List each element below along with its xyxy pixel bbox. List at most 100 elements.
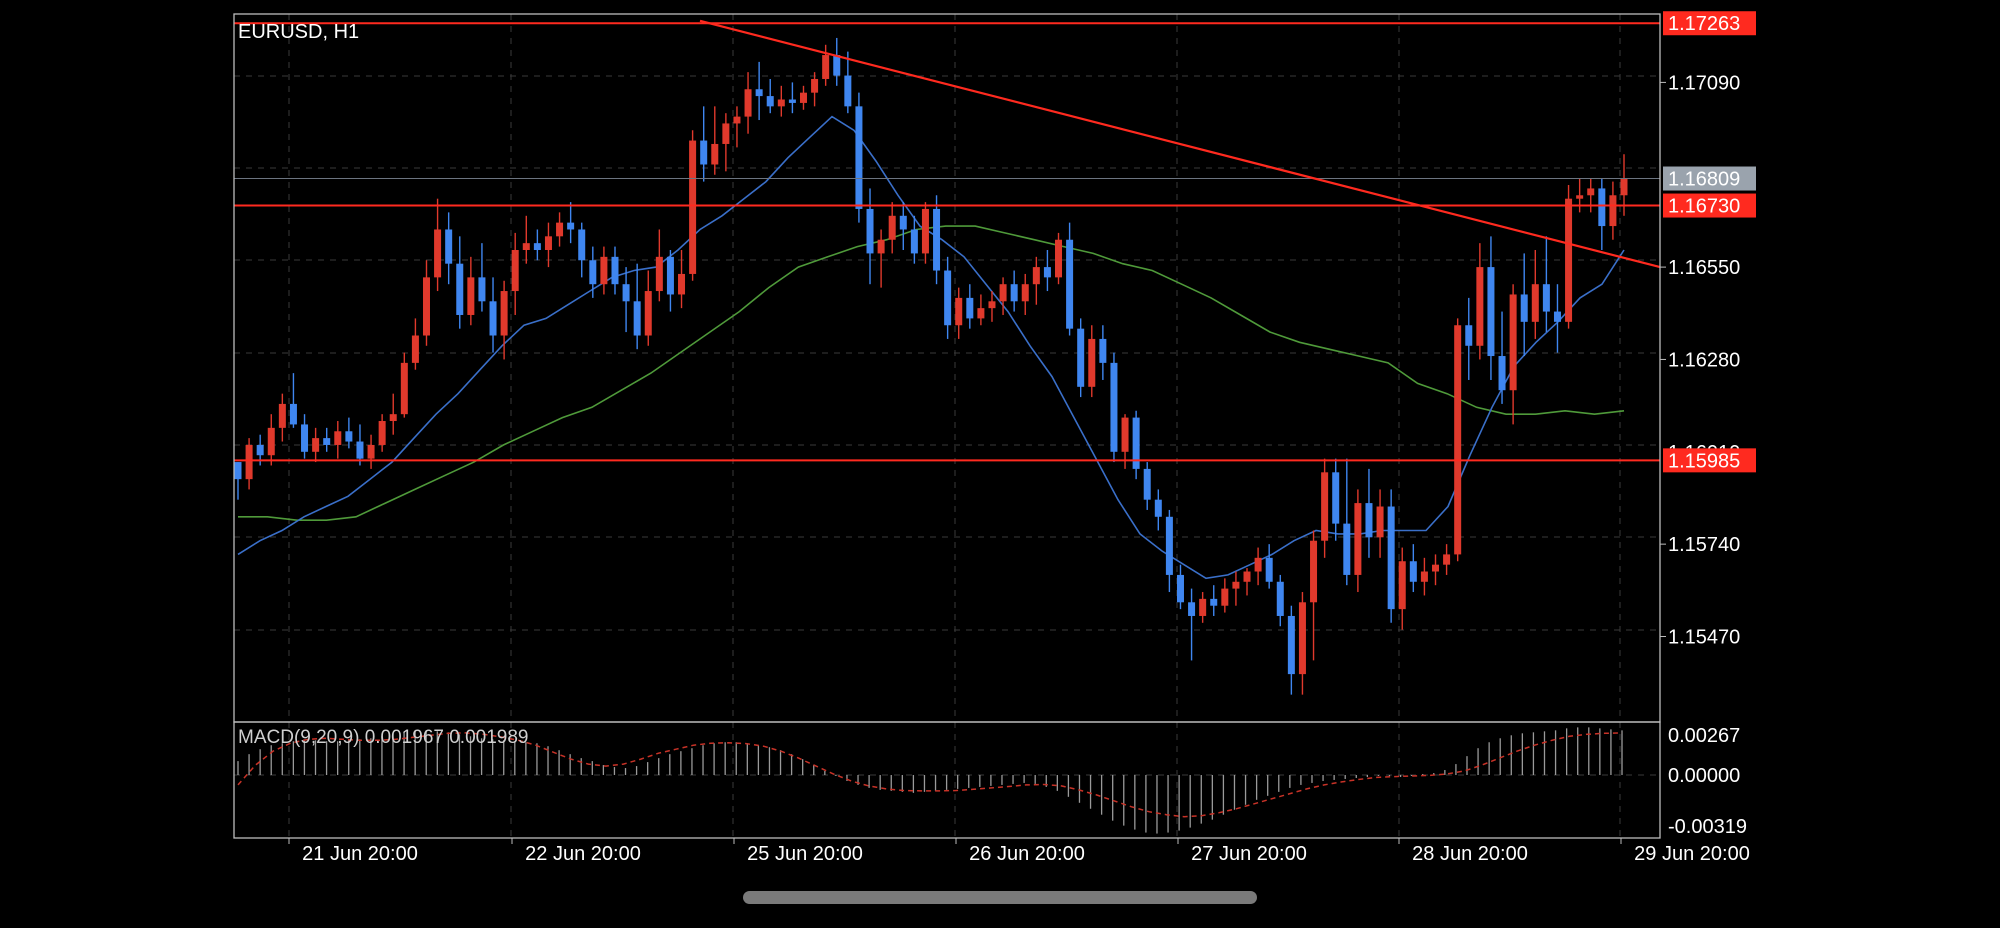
candle-body xyxy=(1454,325,1462,555)
candle-body xyxy=(921,208,929,254)
candle-body xyxy=(977,308,985,319)
candle-body xyxy=(345,431,353,442)
price-axis-tick-label: 1.16550 xyxy=(1668,257,1740,279)
candle-body xyxy=(1010,284,1018,302)
candle-body xyxy=(1121,417,1129,452)
candle-body xyxy=(533,243,541,250)
candle-body xyxy=(899,215,907,230)
candle-body xyxy=(1620,178,1628,196)
candle-body xyxy=(944,270,952,326)
candle-body xyxy=(1265,557,1273,582)
candle-body xyxy=(301,424,309,452)
candle-body xyxy=(1576,195,1584,199)
level-low-price-tag-background xyxy=(1663,448,1756,473)
candle-body xyxy=(799,92,807,103)
candle-body xyxy=(1021,284,1029,302)
candle-body xyxy=(733,116,741,124)
candle-body xyxy=(1210,598,1218,606)
candle-body xyxy=(822,55,830,79)
candle-body xyxy=(400,362,408,415)
candle-body xyxy=(689,140,697,274)
candle-body xyxy=(678,273,686,295)
candle-body xyxy=(755,89,763,97)
home-indicator-bar[interactable] xyxy=(743,891,1257,904)
price-axis-tick-label: 1.15740 xyxy=(1668,534,1740,556)
macd-axis-tick-label: 0.00267 xyxy=(1668,725,1740,747)
candle-body xyxy=(866,208,874,254)
candle-body xyxy=(1387,506,1395,610)
candle-body xyxy=(1243,571,1251,582)
candle-body xyxy=(1099,338,1107,363)
candle-body xyxy=(567,222,575,230)
candle-body xyxy=(511,250,519,292)
candle-body xyxy=(1343,523,1351,575)
candle-body xyxy=(877,239,885,254)
candle-body xyxy=(1553,311,1561,322)
candle-body xyxy=(1199,598,1207,616)
candle-body xyxy=(411,335,419,363)
candle-body xyxy=(489,301,497,336)
price-axis-tick-label: 1.16280 xyxy=(1668,349,1740,371)
candle-body xyxy=(1398,561,1406,610)
candle-body xyxy=(1565,198,1573,322)
chart-frame xyxy=(233,13,1661,839)
candle-body xyxy=(600,256,608,285)
candle-body xyxy=(622,284,630,302)
candle-body xyxy=(1254,557,1262,572)
level-low-price-tag: 1.15985 xyxy=(1668,450,1740,472)
candle-body xyxy=(589,260,597,285)
candle-body xyxy=(844,75,852,107)
horizontal-levels[interactable] xyxy=(234,19,1661,462)
candle-body xyxy=(1110,362,1118,452)
candle-body xyxy=(434,229,442,278)
price-axis: 1.170901.165501.162801.157401.154701.160… xyxy=(1660,11,1756,838)
candle-body xyxy=(988,301,996,309)
candle-body xyxy=(1587,188,1595,196)
resistance-price-tag-background xyxy=(1663,11,1756,36)
candle-body xyxy=(833,55,841,76)
candle-body xyxy=(1276,581,1284,616)
candle-body xyxy=(378,421,386,445)
candle-body xyxy=(323,438,331,445)
candle-body xyxy=(1088,338,1096,387)
candle-body xyxy=(478,277,486,302)
candle-body xyxy=(1232,581,1240,589)
candle-body xyxy=(367,444,375,459)
candle-body xyxy=(1043,267,1051,278)
candle-body xyxy=(556,222,564,237)
candle-body xyxy=(700,140,708,165)
time-axis-label: 21 Jun 20:00 xyxy=(302,843,418,865)
candle-body xyxy=(777,99,785,107)
candle-body xyxy=(500,291,508,336)
price-axis-tick-label: 1.17090 xyxy=(1668,72,1740,94)
candle-body xyxy=(1365,503,1373,538)
candle-body xyxy=(445,229,453,264)
current-bid-price-tag-background xyxy=(1663,166,1756,191)
time-axis-label: 29 Jun 20:00 xyxy=(1634,843,1750,865)
candle-body xyxy=(744,89,752,117)
candle-body xyxy=(888,215,896,240)
candle-body xyxy=(1409,561,1417,582)
candle-body xyxy=(855,106,863,209)
candle-body xyxy=(644,291,652,336)
time-axis-label: 26 Jun 20:00 xyxy=(969,843,1085,865)
candle-body xyxy=(788,99,796,103)
descending-trendline[interactable] xyxy=(699,19,1661,269)
time-axis-label: 22 Jun 20:00 xyxy=(525,843,641,865)
candle-body xyxy=(422,277,430,336)
time-axis: 21 Jun 20:00 22 Jun 20:00 25 Jun 20:00 26 J… xyxy=(288,838,1750,865)
candle-body xyxy=(456,263,464,315)
candle-body xyxy=(245,444,253,480)
candle-body xyxy=(666,256,674,295)
candle-body xyxy=(1520,294,1528,322)
candle-body xyxy=(389,414,397,422)
candle-body xyxy=(1420,571,1428,582)
macd-panel xyxy=(237,727,1623,834)
candle-body xyxy=(334,431,342,445)
candle-body xyxy=(999,284,1007,302)
candle-body xyxy=(278,403,286,428)
macd-indicator-label: MACD(9,20,9) 0.001967 0.001989 xyxy=(238,727,528,748)
candle-body xyxy=(1476,267,1484,346)
